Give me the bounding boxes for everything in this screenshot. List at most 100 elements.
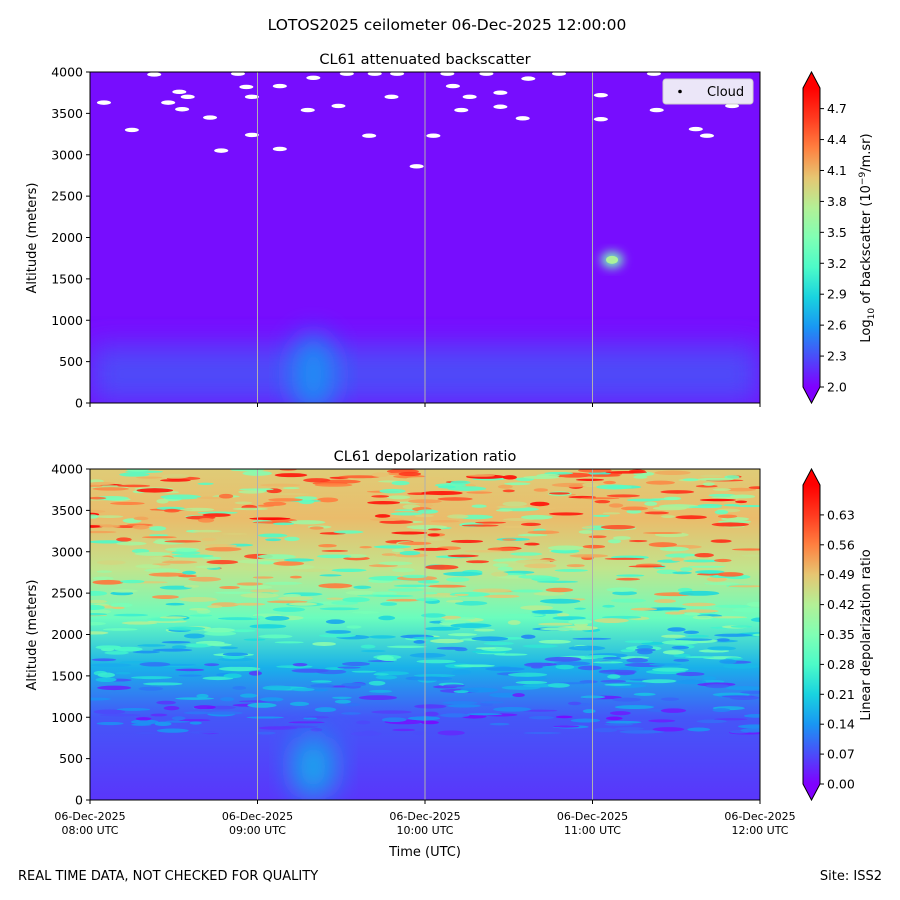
depolarization-streak bbox=[694, 570, 725, 574]
depolarization-streak bbox=[341, 682, 367, 687]
depolarization-streak bbox=[673, 653, 691, 658]
depolarization-streak bbox=[583, 474, 621, 477]
depolarization-streak bbox=[688, 506, 723, 509]
depolarization-streak bbox=[659, 546, 689, 552]
depolarization-streak bbox=[722, 663, 760, 669]
depolarization-streak bbox=[274, 641, 304, 644]
depolarization-streak bbox=[705, 684, 730, 689]
depolarization-streak bbox=[460, 687, 498, 693]
depolarization-streak bbox=[715, 604, 751, 608]
depolarization-streak bbox=[601, 615, 642, 619]
depolarization-streak bbox=[325, 630, 352, 634]
depolarization-streak bbox=[533, 592, 566, 596]
depolarization-streak bbox=[616, 574, 645, 577]
depolarization-streak bbox=[680, 567, 693, 572]
depolarization-streak bbox=[730, 625, 752, 628]
depolarization-streak bbox=[502, 525, 532, 529]
depolarization-streak bbox=[671, 557, 685, 562]
depolarization-streak bbox=[282, 487, 300, 490]
colorbar-tick-label: 0.07 bbox=[827, 747, 855, 762]
depolarization-streak bbox=[507, 620, 521, 625]
depolarization-streak bbox=[572, 637, 612, 640]
depolarization-streak bbox=[619, 730, 662, 734]
depolarization-streak bbox=[182, 570, 197, 575]
depolarization-streak bbox=[721, 695, 755, 698]
depolarization-streak bbox=[351, 670, 377, 673]
quality-disclaimer: REAL TIME DATA, NOT CHECKED FOR QUALITY bbox=[18, 869, 319, 884]
depolarization-streak bbox=[574, 607, 587, 610]
depolarization-streak bbox=[743, 714, 760, 718]
depolarization-streak bbox=[283, 558, 315, 562]
depolarization-streak bbox=[413, 731, 427, 736]
depolarization-streak bbox=[134, 551, 171, 556]
depolarization-streak bbox=[592, 661, 624, 664]
depolarization-streak bbox=[620, 506, 648, 511]
depolarization-streak bbox=[171, 554, 214, 558]
depolarization-streak bbox=[423, 595, 459, 598]
depolarization-streak bbox=[661, 634, 686, 638]
depolarization-streak bbox=[569, 554, 609, 558]
depolarization-streak bbox=[724, 487, 756, 492]
colorbar-tick-label: 4.4 bbox=[827, 132, 847, 147]
depolarization-streak bbox=[716, 638, 730, 642]
depolarization-streak bbox=[420, 720, 439, 725]
y-tick-label: 0 bbox=[75, 396, 83, 411]
cloud-mark bbox=[454, 107, 469, 113]
depolarization-streak bbox=[91, 658, 117, 662]
depolarization-streak bbox=[515, 559, 551, 564]
depolarization-streak bbox=[626, 657, 649, 663]
depolarization-streak bbox=[232, 507, 269, 511]
depolarization-streak bbox=[104, 651, 129, 655]
depolarization-streak bbox=[95, 515, 124, 518]
depolarization-streak bbox=[289, 701, 310, 707]
depolarization-streak bbox=[407, 716, 441, 721]
depolarization-streak bbox=[283, 593, 301, 597]
depolarization-streak bbox=[221, 532, 248, 535]
depolarization-streak bbox=[309, 526, 324, 530]
depolarization-streak bbox=[604, 683, 632, 686]
cloud-mark bbox=[124, 127, 139, 133]
cloud-mark bbox=[445, 83, 460, 89]
depolarization-streak bbox=[314, 707, 337, 713]
depolarization-streak bbox=[453, 664, 495, 668]
depolarization-streak bbox=[480, 701, 504, 704]
depolarization-streak bbox=[331, 568, 367, 572]
depolarization-streak bbox=[338, 475, 380, 479]
depolarization-streak bbox=[692, 615, 714, 620]
depolarization-streak bbox=[219, 585, 240, 590]
cloud-mark bbox=[646, 72, 661, 76]
depolarization-streak bbox=[189, 608, 209, 611]
depolarization-streak bbox=[420, 537, 446, 542]
depolarization-streak bbox=[288, 721, 325, 724]
depolarization-streak bbox=[714, 558, 732, 563]
depolarization-streak bbox=[485, 667, 525, 672]
depolarization-streak bbox=[724, 475, 740, 479]
depolarization-streak bbox=[414, 514, 435, 518]
cloud-mark bbox=[593, 116, 608, 122]
depolarization-streak bbox=[303, 717, 318, 720]
backscatter-feature bbox=[291, 334, 336, 403]
depolarization-streak bbox=[454, 593, 469, 596]
depolarization-streak bbox=[90, 484, 103, 488]
depolarization-streak bbox=[263, 501, 287, 506]
depolarization-streak bbox=[214, 591, 253, 594]
depolarization-streak bbox=[714, 633, 753, 637]
depolarization-streak bbox=[375, 675, 398, 680]
depolarization-streak bbox=[175, 548, 197, 553]
depolarization-streak bbox=[578, 530, 594, 534]
depolarization-streak bbox=[524, 542, 540, 546]
depolarization-streak bbox=[672, 571, 692, 575]
depolarization-streak bbox=[249, 517, 291, 520]
depolarization-streak bbox=[288, 564, 315, 570]
depolarization-streak bbox=[381, 553, 396, 556]
depolarization-streak bbox=[220, 697, 235, 702]
depolarization-streak bbox=[188, 730, 222, 734]
depolarization-streak bbox=[615, 577, 641, 581]
y-tick-label: 3500 bbox=[51, 106, 83, 121]
colorbar-tick-label: 0.49 bbox=[827, 567, 855, 582]
depolarization-streak bbox=[731, 548, 760, 551]
depolarization-streak bbox=[600, 524, 636, 530]
depolarization-streak bbox=[313, 688, 328, 692]
depolarization-streak bbox=[645, 480, 675, 485]
depolarization-streak bbox=[641, 679, 677, 684]
